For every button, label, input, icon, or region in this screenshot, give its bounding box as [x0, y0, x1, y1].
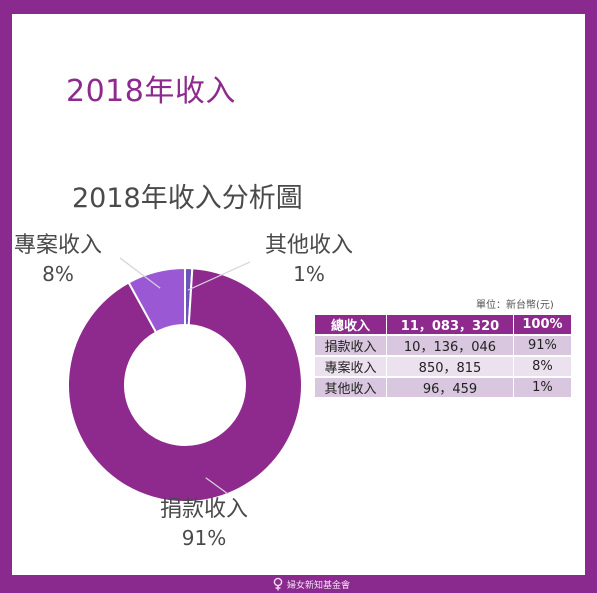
- content-panel: [12, 14, 585, 575]
- label-donation-pct: 91%: [181, 525, 227, 550]
- page-title: 2018年收入: [66, 74, 236, 109]
- table-row: 捐款收入 10，136，046 91%: [315, 336, 571, 355]
- leader-line-project: [119, 257, 161, 289]
- table-cell: 10，136，046: [387, 336, 513, 355]
- table-cell: 專案收入: [315, 357, 387, 376]
- table-header-row: 總收入 11，083，320 100%: [315, 315, 571, 334]
- label-project: 專案收入 8%: [14, 232, 102, 287]
- table-row: 其他收入 96，459 1%: [315, 378, 571, 397]
- venus-symbol-icon: [273, 577, 283, 591]
- chart-title: 2018年收入分析圖: [72, 183, 303, 214]
- table-cell: 捐款收入: [315, 336, 387, 355]
- header-cell: 100%: [513, 315, 571, 334]
- leader-line-other: [187, 261, 251, 291]
- table-cell: 8%: [513, 357, 571, 376]
- table-cell: 91%: [513, 336, 571, 355]
- leader-line-donation: [205, 477, 229, 495]
- table-row: 專案收入 850，815 8%: [315, 357, 571, 376]
- table-cell: 其他收入: [315, 378, 387, 397]
- table-cell: 1%: [513, 378, 571, 397]
- table-cell: 96，459: [387, 378, 513, 397]
- footer-logo-text: 婦女新知基金會: [287, 580, 351, 591]
- header-cell: 總收入: [315, 315, 387, 334]
- table-cell: 850，815: [387, 357, 513, 376]
- label-donation-name: 捐款收入: [160, 497, 249, 522]
- label-other-pct: 1%: [293, 261, 325, 286]
- pie-slice-捐款收入: [67, 267, 303, 503]
- label-donation: 捐款收入 91%: [160, 496, 248, 551]
- label-project-name: 專案收入: [14, 233, 103, 258]
- header-cell: 11，083，320: [387, 315, 513, 334]
- footer-logo: 婦女新知基金會: [272, 577, 350, 591]
- label-other-name: 其他收入: [265, 233, 354, 258]
- label-project-pct: 8%: [42, 261, 74, 286]
- unit-note: 單位：新台幣(元): [476, 300, 554, 311]
- revenue-table: 總收入 11，083，320 100% 捐款收入 10，136，046 91% …: [314, 313, 572, 399]
- label-other: 其他收入 1%: [265, 232, 353, 287]
